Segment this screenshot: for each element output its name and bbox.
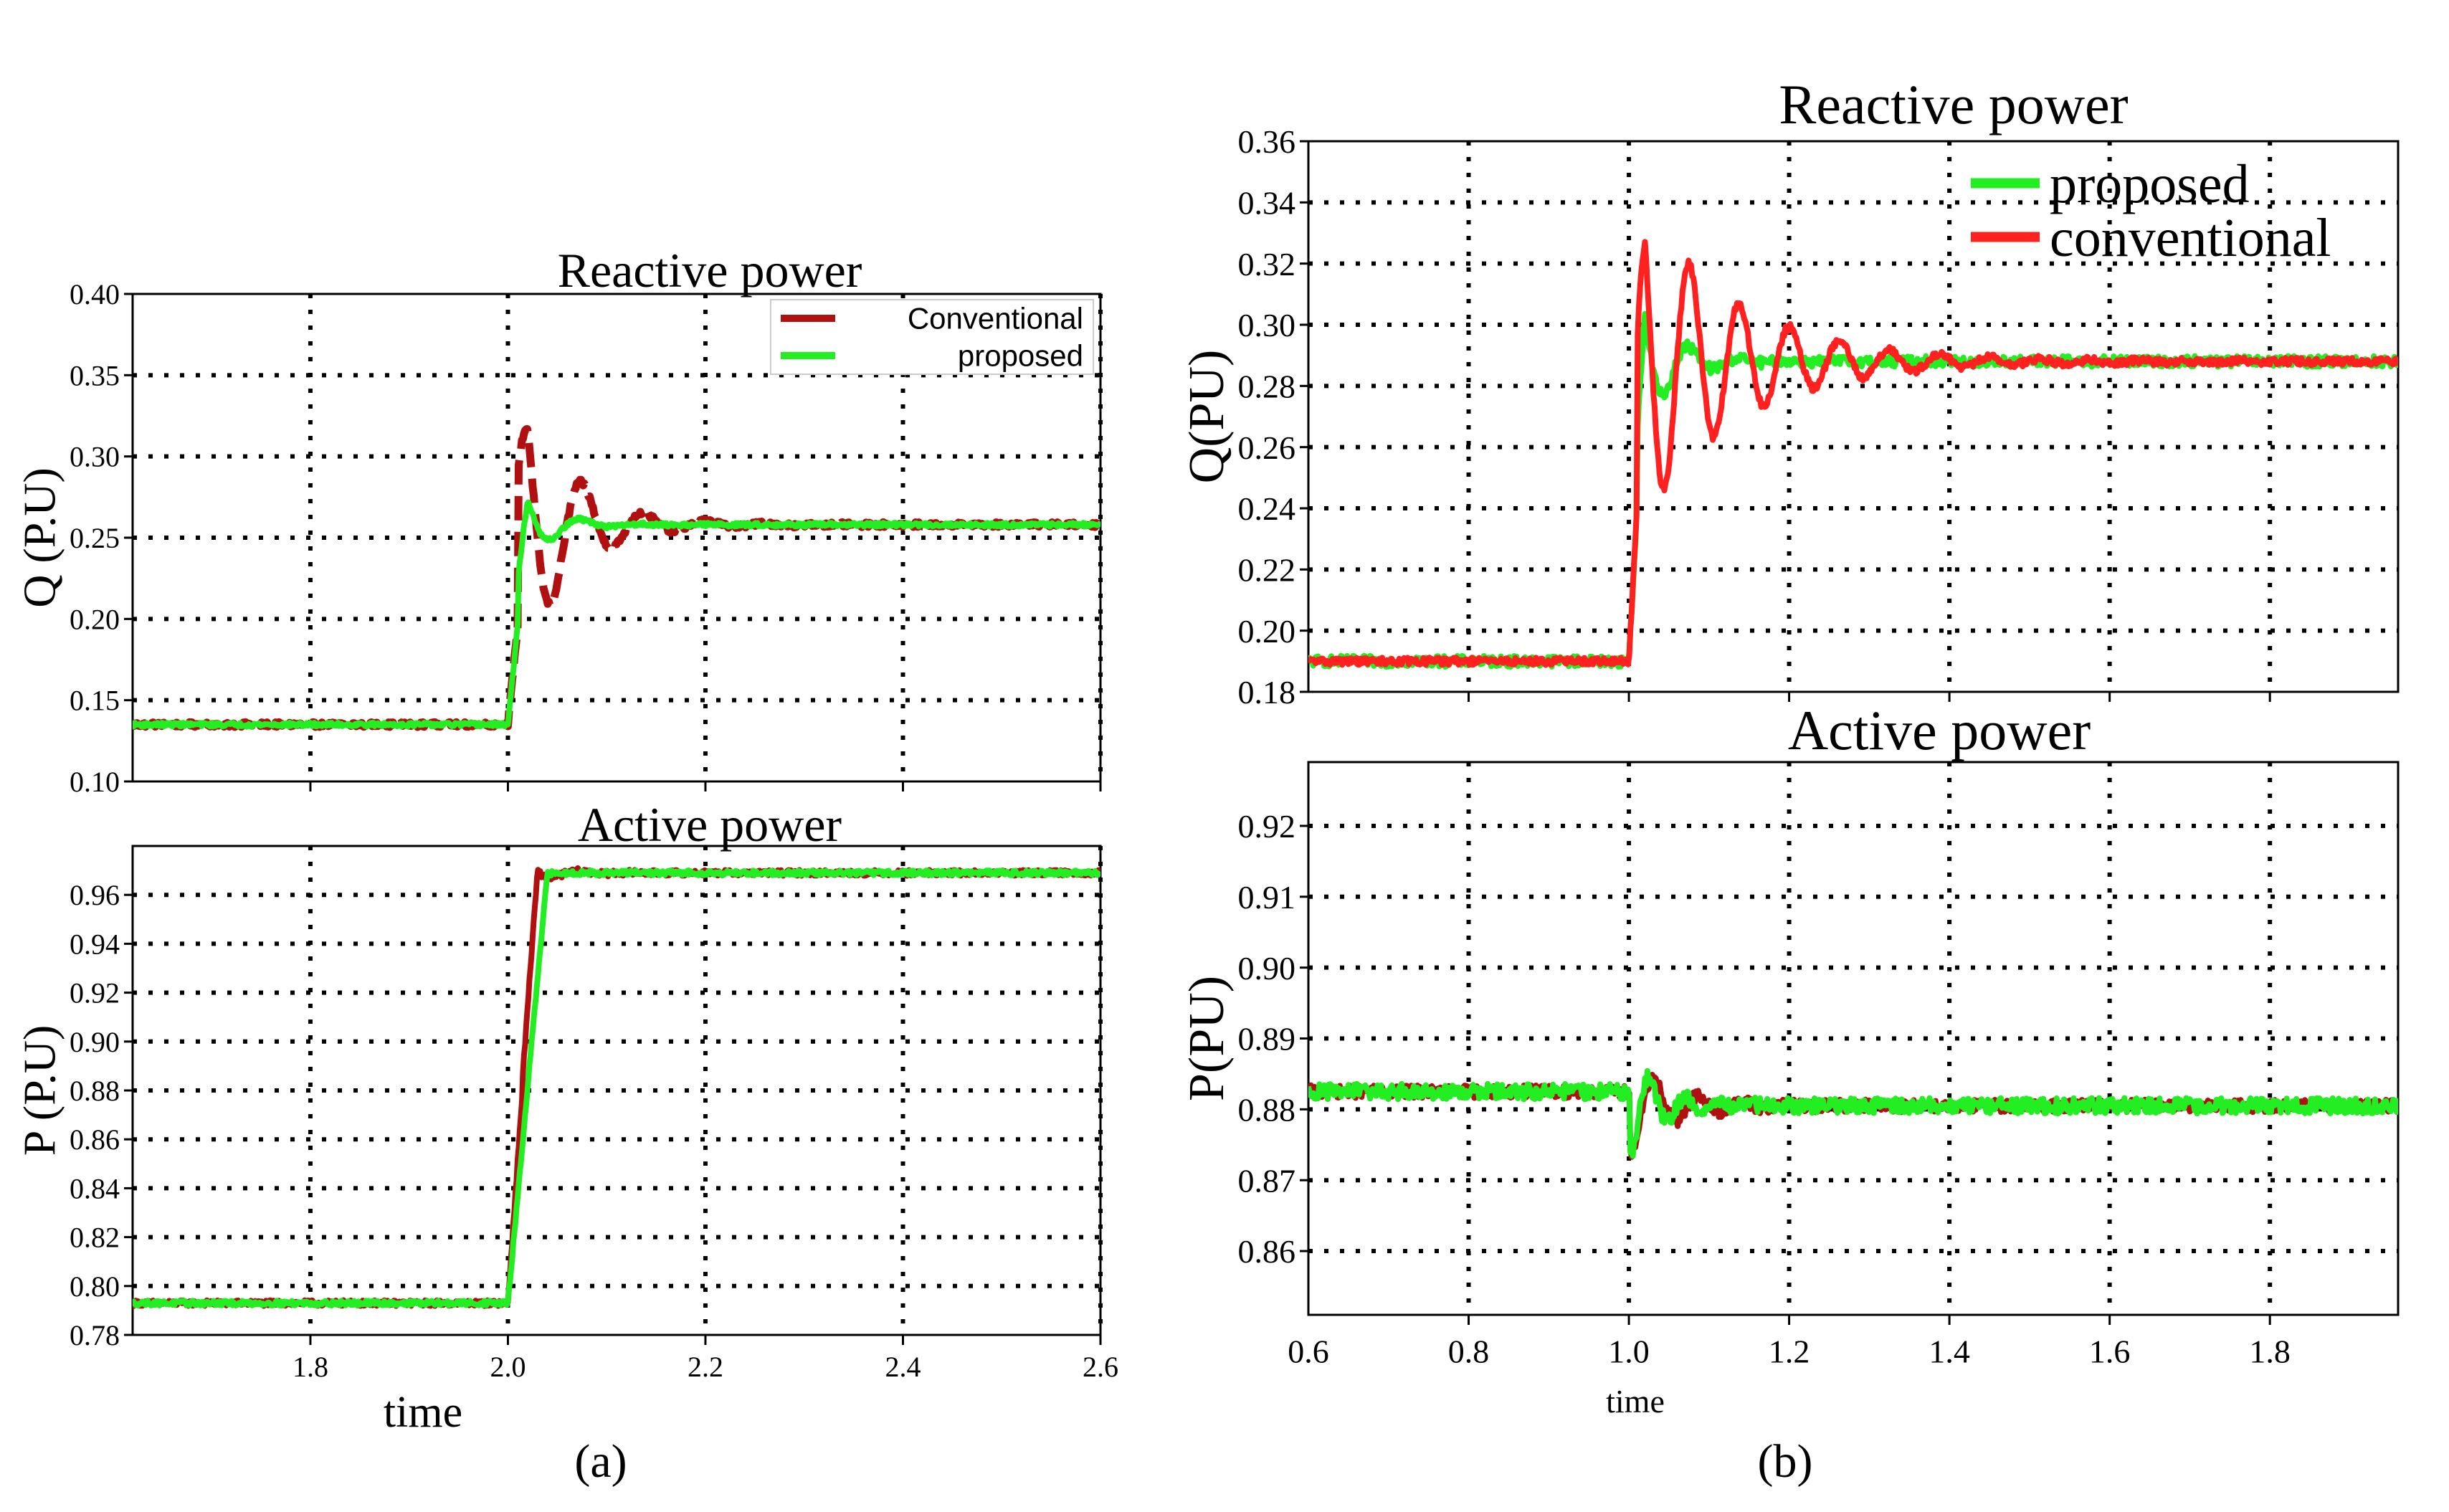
series-line-conventional [1308, 239, 2398, 668]
y-axis-label: P (P.U) [14, 1025, 65, 1156]
x-tick-label: 1.8 [2249, 1333, 2291, 1370]
x-tick-label: 0.6 [1288, 1333, 1329, 1370]
y-tick-label: 0.22 [1238, 551, 1296, 588]
x-tick-label: 2.6 [1083, 1351, 1118, 1383]
x-tick-label: 2.2 [688, 1351, 723, 1383]
y-tick-label: 0.84 [70, 1172, 120, 1204]
y-tick-label: 0.10 [70, 766, 120, 798]
chart-title: Reactive power [558, 243, 862, 298]
y-tick-label: 0.15 [70, 685, 120, 717]
y-tick-label: 0.91 [1238, 879, 1296, 916]
panel-label-b: (b) [1758, 1435, 1813, 1488]
legend-label: conventional [2050, 208, 2331, 268]
x-tick-label: 1.6 [2089, 1333, 2131, 1370]
chart-title: Reactive power [1779, 73, 2128, 135]
y-tick-label: 0.40 [70, 278, 120, 310]
chart-a_reactive: 0.10 0.15 0.20 0.25 0.30 0.35 0.40 Reactive pow… [14, 243, 1103, 798]
x-tick-label: 1.2 [1769, 1333, 1810, 1370]
series-line-proposed [133, 499, 1100, 730]
y-tick-label: 0.92 [70, 977, 120, 1009]
y-tick-label: 0.86 [70, 1123, 120, 1156]
series-line-conventional [133, 865, 1100, 1309]
y-tick-label: 0.89 [1238, 1021, 1296, 1057]
x-axis-label: time [384, 1388, 462, 1437]
y-tick-label: 0.88 [1238, 1091, 1296, 1128]
series-line-proposed [1308, 1068, 2398, 1159]
x-tick-label: 2.0 [490, 1351, 526, 1383]
y-tick-label: 0.35 [70, 359, 120, 391]
legend-label: Conventional [908, 302, 1083, 336]
y-tick-label: 0.87 [1238, 1162, 1296, 1199]
x-tick-label: 1.4 [1929, 1333, 1970, 1370]
chart-b_reactive: 0.18 0.20 0.22 0.24 0.26 0.28 0.30 0.32 0.34 0.36… [1179, 73, 2400, 710]
chart-a_active: 0.78 0.80 0.82 0.84 0.86 0.88 0.90 0.92 0.94 0.96… [14, 797, 1118, 1437]
y-tick-label: 0.30 [1238, 307, 1296, 343]
y-tick-label: 0.78 [70, 1319, 120, 1351]
legend-label: proposed [958, 339, 1083, 373]
panel-label-a: (a) [574, 1435, 627, 1488]
y-tick-label: 0.82 [70, 1222, 120, 1254]
chart-title: Active power [1788, 699, 2091, 761]
y-tick-label: 0.32 [1238, 246, 1296, 282]
x-tick-label: 0.8 [1448, 1333, 1490, 1370]
x-tick-label: 2.4 [885, 1351, 921, 1383]
y-tick-label: 0.88 [70, 1075, 120, 1107]
y-tick-label: 0.96 [70, 879, 120, 911]
legend-label: proposed [2050, 154, 2250, 214]
y-tick-label: 0.26 [1238, 429, 1296, 466]
y-tick-label: 0.24 [1238, 490, 1296, 527]
x-tick-label: 1.0 [1608, 1333, 1650, 1370]
y-tick-label: 0.18 [1238, 674, 1296, 710]
chart-title: Active power [578, 797, 842, 852]
y-tick-label: 0.20 [1238, 613, 1296, 650]
y-axis-label: P(PU) [1179, 976, 1235, 1101]
x-axis-label: time [1606, 1383, 1665, 1420]
y-tick-label: 0.86 [1238, 1233, 1296, 1270]
y-tick-label: 0.34 [1238, 184, 1296, 221]
y-tick-label: 0.30 [70, 441, 120, 473]
y-tick-label: 0.94 [70, 928, 120, 960]
series-line-proposed [133, 867, 1100, 1309]
y-axis-label: Q (P.U) [14, 467, 65, 608]
y-tick-label: 0.25 [70, 522, 120, 554]
x-tick-label: 1.8 [293, 1351, 328, 1383]
y-tick-label: 0.80 [70, 1270, 120, 1303]
y-tick-label: 0.90 [70, 1026, 120, 1058]
series-line-conventional [133, 425, 1100, 731]
y-tick-label: 0.36 [1238, 123, 1296, 160]
y-tick-label: 0.90 [1238, 950, 1296, 986]
y-tick-label: 0.20 [70, 603, 120, 635]
y-axis-label: Q(PU) [1179, 350, 1235, 484]
chart-b_active: 0.86 0.87 0.88 0.89 0.90 0.91 0.92 0.6 0.8 1.0 1.2… [1179, 699, 2400, 1420]
plot-frame [1307, 761, 2400, 1316]
y-tick-label: 0.28 [1238, 368, 1296, 404]
plot-frame [1307, 140, 2400, 693]
y-tick-label: 0.92 [1238, 808, 1296, 845]
